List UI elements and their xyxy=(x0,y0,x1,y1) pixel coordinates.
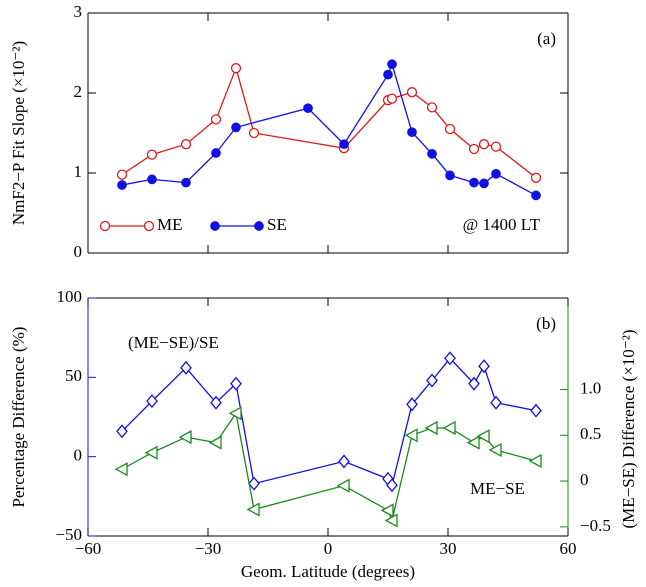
series-label: ME−SE xyxy=(470,479,525,498)
marker xyxy=(230,376,242,391)
marker xyxy=(228,406,242,421)
marker xyxy=(468,376,480,391)
marker xyxy=(180,360,192,375)
marker xyxy=(181,177,191,188)
marker xyxy=(146,394,158,409)
marker xyxy=(147,174,157,185)
marker xyxy=(528,453,542,469)
marker xyxy=(246,502,260,517)
marker xyxy=(99,220,111,232)
marker xyxy=(479,178,489,189)
marker xyxy=(143,220,155,232)
x-tick-label: 0 xyxy=(324,539,333,558)
annotation: @ 1400 LT xyxy=(463,215,541,234)
marker xyxy=(530,403,542,418)
marker xyxy=(248,127,260,139)
y-tick-label: 100 xyxy=(57,287,83,306)
marker xyxy=(146,149,158,160)
marker xyxy=(404,428,418,443)
marker xyxy=(469,177,479,188)
marker xyxy=(384,513,398,528)
y-axis-label: Percentage Difference (%) xyxy=(9,327,28,508)
marker xyxy=(426,373,438,388)
marker xyxy=(476,429,490,444)
marker xyxy=(339,139,349,150)
marker xyxy=(230,63,242,74)
marker xyxy=(426,102,438,113)
marker xyxy=(117,180,127,190)
marker xyxy=(531,190,541,201)
marker xyxy=(336,478,350,493)
marker xyxy=(424,420,438,436)
marker xyxy=(442,420,456,436)
legend-label: ME xyxy=(157,215,183,234)
marker xyxy=(248,476,260,491)
series-line xyxy=(121,411,537,523)
marker xyxy=(468,143,480,155)
x-axis-label: Geom. Latitude (degrees) xyxy=(241,562,415,581)
y2-axis-label: (ME−SE) Difference (×10⁻²) xyxy=(619,329,638,528)
x-tick-label: −60 xyxy=(75,539,102,558)
marker xyxy=(210,114,222,125)
marker xyxy=(114,462,128,477)
marker xyxy=(427,148,437,159)
annotation: (a) xyxy=(537,29,556,48)
marker xyxy=(387,59,397,70)
marker xyxy=(386,93,398,104)
marker xyxy=(386,478,398,493)
marker xyxy=(254,221,264,231)
series-label: (ME−SE)/SE xyxy=(128,333,219,352)
marker xyxy=(490,141,502,152)
marker xyxy=(338,454,350,469)
marker xyxy=(444,123,456,135)
marker xyxy=(116,169,128,180)
marker xyxy=(490,395,502,410)
marker xyxy=(444,351,456,366)
y-tick-label: 0 xyxy=(74,446,83,465)
y-axis-label: NmF2−P Fit Slope (×10⁻²) xyxy=(9,41,28,225)
y2-tick-label: 0 xyxy=(580,470,589,489)
y2-tick-label: 1.0 xyxy=(580,378,601,397)
marker xyxy=(116,424,128,439)
x-tick-label: 60 xyxy=(560,539,577,558)
marker xyxy=(208,435,222,450)
y-tick-label: 50 xyxy=(65,366,82,385)
marker xyxy=(231,122,241,133)
marker xyxy=(478,139,490,150)
y-tick-label: 2 xyxy=(74,82,83,101)
series-line xyxy=(121,62,537,196)
marker xyxy=(488,442,502,458)
annotation: (b) xyxy=(536,314,556,333)
marker xyxy=(407,127,417,138)
marker xyxy=(144,445,158,460)
y-tick-label: −50 xyxy=(55,525,82,544)
marker xyxy=(180,139,192,150)
marker xyxy=(530,172,542,183)
marker xyxy=(211,148,221,158)
y-tick-label: 3 xyxy=(74,2,83,21)
marker xyxy=(303,103,313,114)
y2-tick-label: 0.5 xyxy=(580,424,601,443)
marker xyxy=(406,397,418,412)
marker xyxy=(445,170,455,181)
series-line xyxy=(121,66,537,179)
x-tick-label: 30 xyxy=(440,539,457,558)
marker xyxy=(383,69,393,80)
y-tick-label: 0 xyxy=(74,242,83,261)
y-tick-label: 1 xyxy=(74,162,83,181)
marker xyxy=(210,395,222,410)
marker xyxy=(491,168,501,179)
x-tick-label: −30 xyxy=(195,539,222,558)
marker xyxy=(406,87,418,98)
marker xyxy=(380,503,394,518)
marker xyxy=(466,435,480,450)
marker xyxy=(178,430,192,445)
marker xyxy=(478,359,490,374)
legend-label: SE xyxy=(267,215,287,234)
marker xyxy=(210,221,220,231)
y2-tick-label: −0.5 xyxy=(580,516,611,535)
